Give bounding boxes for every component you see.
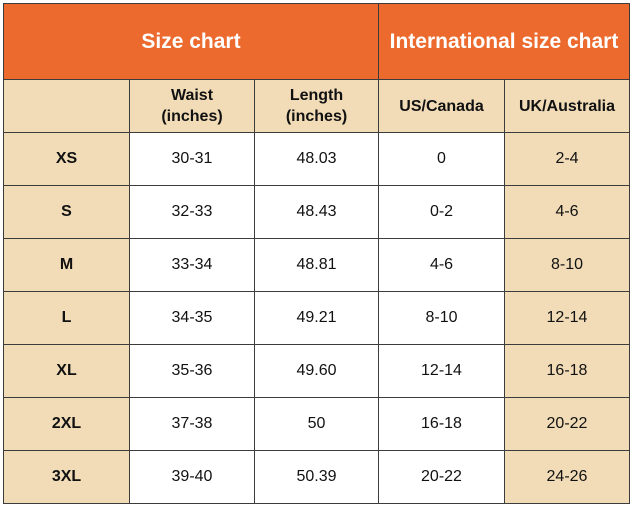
size-value: 16-18 (504, 344, 630, 398)
size-value: 48.03 (254, 132, 379, 186)
size-value: 8-10 (378, 291, 505, 345)
size-value: 20-22 (504, 397, 630, 451)
size-value: 49.60 (254, 344, 379, 398)
size-row: XS 30-31 48.03 0 2-4 (3, 132, 630, 186)
group-row: Size chart International size chart (3, 3, 630, 80)
group-header: Size chart (3, 3, 379, 80)
size-label: 2XL (3, 397, 130, 451)
size-value: 48.81 (254, 238, 379, 292)
size-value: 32-33 (129, 185, 255, 239)
size-row: 3XL 39-40 50.39 20-22 24-26 (3, 450, 630, 504)
size-value: 0 (378, 132, 505, 186)
size-value: 50 (254, 397, 379, 451)
size-value: 48.43 (254, 185, 379, 239)
size-value: 2-4 (504, 132, 630, 186)
size-value: 39-40 (129, 450, 255, 504)
column-header: UK/Australia (504, 79, 630, 133)
size-label: M (3, 238, 130, 292)
group-header: International size chart (378, 3, 630, 80)
table-body: Size chart International size chart Wais… (3, 3, 630, 504)
size-table: Size chart International size chart Wais… (3, 3, 630, 504)
size-value: 12-14 (378, 344, 505, 398)
size-value: 50.39 (254, 450, 379, 504)
size-value: 8-10 (504, 238, 630, 292)
corner-cell (3, 79, 130, 133)
size-row: 2XL 37-38 50 16-18 20-22 (3, 397, 630, 451)
size-value: 35-36 (129, 344, 255, 398)
size-value: 20-22 (378, 450, 505, 504)
size-value: 33-34 (129, 238, 255, 292)
size-label: XL (3, 344, 130, 398)
size-row: M 33-34 48.81 4-6 8-10 (3, 238, 630, 292)
size-value: 24-26 (504, 450, 630, 504)
size-label: 3XL (3, 450, 130, 504)
size-value: 34-35 (129, 291, 255, 345)
column-header: US/Canada (378, 79, 505, 133)
size-row: L 34-35 49.21 8-10 12-14 (3, 291, 630, 345)
column-header: Length (inches) (254, 79, 379, 133)
size-value: 16-18 (378, 397, 505, 451)
column-header-row: Waist (inches) Length (inches) US/Canada UK… (3, 79, 630, 133)
size-value: 49.21 (254, 291, 379, 345)
size-row: XL 35-36 49.60 12-14 16-18 (3, 344, 630, 398)
size-value: 37-38 (129, 397, 255, 451)
size-value: 30-31 (129, 132, 255, 186)
size-value: 0-2 (378, 185, 505, 239)
size-label: L (3, 291, 130, 345)
size-value: 12-14 (504, 291, 630, 345)
size-label: XS (3, 132, 130, 186)
size-label: S (3, 185, 130, 239)
size-value: 4-6 (504, 185, 630, 239)
size-value: 4-6 (378, 238, 505, 292)
size-row: S 32-33 48.43 0-2 4-6 (3, 185, 630, 239)
column-header: Waist (inches) (129, 79, 255, 133)
